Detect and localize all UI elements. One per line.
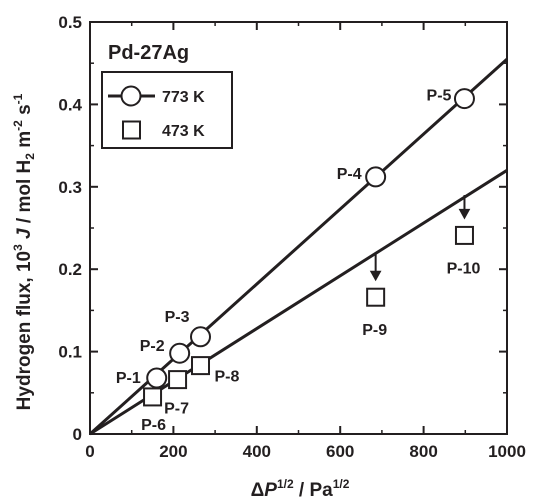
y-axis-label-sup2: -2: [11, 120, 25, 131]
point-label: P-1: [116, 370, 141, 387]
x-axis-label: ΔP1/2 / Pa1/2: [251, 477, 350, 501]
x-axis-label-var: P: [264, 480, 277, 501]
point-label: P-10: [447, 260, 481, 277]
y-tick-label: 0.4: [58, 95, 82, 114]
square-marker: [454, 225, 474, 245]
data-markers: [143, 88, 475, 407]
y-axis-label-unit: / mol H: [14, 160, 35, 229]
legend-label: 773 K: [162, 89, 205, 106]
square-marker: [143, 387, 163, 407]
legend-entries: 773 K 473 K: [108, 85, 205, 140]
y-tick-label: 0.3: [58, 178, 82, 197]
x-axis-label-sup2: 1/2: [333, 477, 350, 491]
point-labels: P-1 P-2P-3 P-4 P-5 P-6P-7 P-8 P-9 P-10: [116, 88, 481, 434]
legend-box: Pd-27Ag 773 K 473 K: [101, 42, 233, 149]
point-label: P-9: [362, 322, 387, 339]
circle-marker: [190, 326, 212, 348]
y-axis-label-sup3: -1: [11, 93, 25, 104]
x-tick-label: 400: [243, 442, 271, 461]
y-axis-label-sub: 2: [23, 153, 37, 160]
circle-marker: [169, 342, 191, 364]
x-tick-label: 800: [409, 442, 437, 461]
x-axis-label-mid: / Pa: [294, 480, 334, 501]
circle-marker: [146, 367, 168, 389]
point-label: P-5: [427, 88, 452, 105]
y-axis-label: Hydrogen flux, 103 J / mol H2 m-2 s-1: [11, 93, 37, 410]
square-marker: [168, 370, 188, 390]
point-label: P-4: [337, 166, 362, 183]
square-marker: [191, 356, 211, 376]
point-label: P-2: [140, 338, 165, 355]
point-label: P-3: [165, 309, 190, 326]
y-tick-label: 0.1: [58, 343, 82, 362]
y-tick-label: 0.5: [58, 13, 82, 32]
y-axis-label-unit3: s: [14, 104, 35, 120]
legend-square-marker: [122, 120, 141, 140]
y-axis-label-var: J: [14, 228, 35, 244]
arrow-head: [369, 270, 382, 282]
legend-frame: [101, 71, 233, 149]
tick-labels: 0 200 400 600 800 1000 0 0.1 0.2 0.3 0.4 0.5: [58, 13, 526, 461]
point-label: P-7: [164, 401, 189, 418]
x-tick-label: 0: [85, 442, 94, 461]
chart-title: Pd-27Ag: [108, 42, 189, 64]
legend-circle-marker: [120, 85, 142, 107]
arrow-head: [458, 208, 471, 220]
x-tick-label: 1000: [488, 442, 526, 461]
point-label: P-6: [141, 417, 166, 434]
y-tick-label: 0.2: [58, 260, 82, 279]
annotation-arrows: [369, 195, 471, 282]
y-axis-label-sup: 3: [11, 244, 25, 251]
y-tick-label: 0: [73, 425, 82, 444]
y-axis-label-prefix: Hydrogen flux, 10: [14, 251, 35, 410]
point-label: P-8: [215, 369, 240, 386]
circle-marker: [365, 166, 387, 188]
square-marker: [366, 287, 386, 307]
x-axis-label-sup1: 1/2: [277, 477, 294, 491]
tick-marks: [89, 21, 508, 435]
x-tick-label: 600: [326, 442, 354, 461]
x-tick-label: 200: [159, 442, 187, 461]
legend-label: 473 K: [162, 123, 205, 140]
x-axis-label-prefix: Δ: [251, 480, 265, 501]
y-axis-label-unit2: m: [14, 131, 35, 153]
circle-marker: [453, 88, 475, 110]
